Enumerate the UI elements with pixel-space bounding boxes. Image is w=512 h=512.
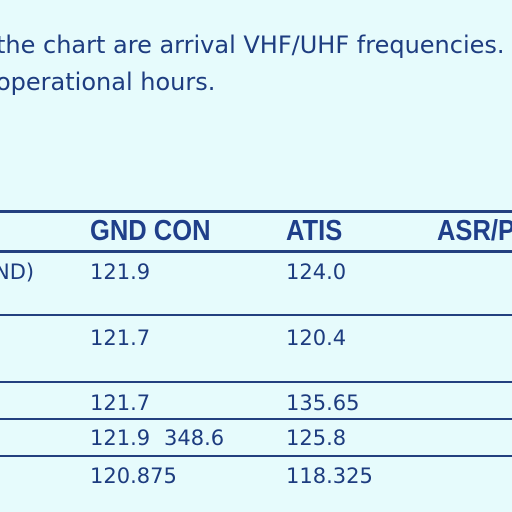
intro-text-line-1: the chart are arrival VHF/UHF frequencie… (0, 33, 512, 57)
header-bottom-rule (0, 250, 512, 253)
column-header-asr: ASR/P (437, 217, 512, 246)
intro-text-line-2: operational hours. (0, 70, 215, 94)
row-rule (0, 314, 512, 316)
column-header-gnd-con: GND CON (90, 217, 211, 246)
row-rule (0, 455, 512, 457)
row-1-atis: 124.0 (286, 262, 346, 283)
row-5-atis: 118.325 (286, 466, 373, 487)
row-4-extra-frequency: 348.6 (164, 428, 224, 449)
row-3-atis: 135.65 (286, 393, 359, 414)
row-4-gnd-con: 121.9 (90, 428, 150, 449)
row-2-gnd-con: 121.7 (90, 328, 150, 349)
row-2-atis: 120.4 (286, 328, 346, 349)
row-1-name: ND) (0, 262, 34, 283)
row-rule (0, 418, 512, 420)
row-3-gnd-con: 121.7 (90, 393, 150, 414)
row-4-atis: 125.8 (286, 428, 346, 449)
row-rule (0, 381, 512, 383)
row-1-gnd-con: 121.9 (90, 262, 150, 283)
table-top-rule (0, 210, 512, 213)
column-header-atis: ATIS (286, 217, 342, 246)
row-5-gnd-con: 120.875 (90, 466, 177, 487)
